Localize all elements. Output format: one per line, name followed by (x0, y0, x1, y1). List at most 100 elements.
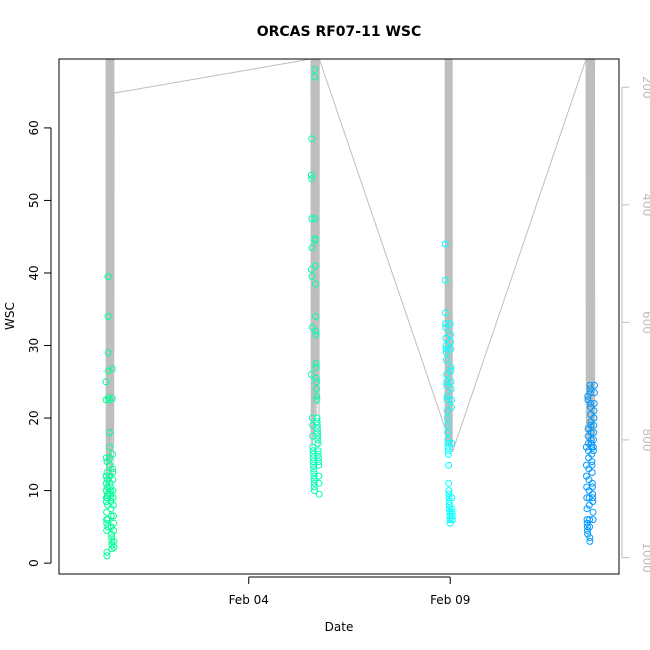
data-point-series-2 (311, 215, 319, 223)
data-point-series-4 (590, 421, 598, 429)
data-point-series-2 (315, 461, 323, 469)
data-point-series-2 (308, 175, 316, 183)
data-point-series-2 (313, 378, 320, 386)
data-point-series-4 (583, 472, 590, 480)
y2-tick-label: 1000 (640, 542, 650, 573)
data-point-series-1 (102, 479, 110, 487)
y2-tick-label: 600 (640, 311, 650, 334)
data-point-series-1 (110, 543, 118, 551)
y-tick-label: 20 (27, 410, 41, 425)
data-point-series-3 (446, 331, 454, 339)
y2-tick-label: 200 (640, 76, 650, 99)
data-point-series-1 (109, 501, 117, 509)
data-point-series-3 (445, 461, 453, 469)
data-point-series-2 (307, 371, 315, 378)
data-point-series-2 (315, 490, 323, 498)
data-point-series-2 (309, 450, 317, 458)
y-tick-label: 50 (27, 193, 41, 208)
data-point-series-4 (589, 516, 597, 524)
data-point-series-1 (109, 469, 117, 476)
data-point-series-4 (586, 385, 594, 393)
data-point-series-4 (587, 429, 595, 437)
data-point-series-2 (315, 479, 323, 487)
data-point-series-1 (102, 498, 110, 505)
data-point-series-2 (315, 458, 323, 466)
data-point-series-1 (108, 541, 116, 549)
data-point-series-4 (588, 483, 596, 491)
data-point-series-4 (586, 534, 594, 542)
data-point-series-3 (447, 345, 455, 353)
data-point-series-4 (586, 537, 594, 545)
data-point-series-3 (446, 320, 454, 328)
chart-title: ORCAS RF07-11 WSC (257, 24, 422, 40)
data-point-series-2 (311, 73, 319, 81)
data-point-series-4 (588, 458, 596, 466)
data-point-series-2 (308, 323, 316, 331)
data-point-series-1 (110, 527, 118, 534)
data-point-series-2 (308, 215, 316, 223)
y-tick-label: 30 (27, 338, 41, 353)
data-point-series-3 (447, 338, 454, 346)
data-point-series-2 (311, 262, 319, 270)
data-point-series-4 (590, 389, 598, 397)
data-point-series-1 (109, 465, 117, 473)
data-point-series-3 (445, 494, 453, 502)
data-point-series-3 (447, 367, 455, 375)
data-point-series-2 (311, 487, 318, 495)
data-point-series-2 (310, 483, 318, 491)
data-point-series-3 (448, 505, 456, 513)
data-point-series-4 (589, 447, 597, 455)
data-point-series-3 (448, 403, 455, 411)
data-point-series-2 (309, 454, 317, 462)
data-point-series-2 (310, 479, 318, 487)
data-point-series-1 (103, 519, 111, 527)
data-point-series-2 (314, 436, 322, 444)
data-point-series-1 (102, 487, 110, 495)
scatter-points-layer (102, 66, 598, 560)
data-point-series-4 (583, 523, 591, 531)
data-point-series-1 (108, 537, 116, 545)
data-point-series-3 (444, 421, 452, 429)
data-point-series-2 (309, 432, 317, 440)
data-point-series-2 (307, 265, 315, 273)
data-point-series-2 (311, 235, 319, 243)
data-point-series-2 (309, 458, 317, 466)
data-point-series-4 (586, 516, 593, 524)
data-point-series-3 (444, 450, 452, 458)
data-point-series-2 (309, 443, 317, 451)
data-point-series-1 (102, 454, 110, 462)
data-point-series-4 (590, 436, 597, 444)
y2-tick-label: 800 (640, 429, 650, 452)
data-point-series-2 (310, 469, 318, 476)
data-point-series-3 (442, 323, 450, 331)
data-point-series-3 (441, 276, 449, 284)
data-point-series-3 (447, 385, 455, 393)
data-point-series-4 (589, 490, 597, 498)
data-point-series-3 (443, 371, 451, 378)
data-point-series-1 (104, 523, 112, 531)
data-point-series-1 (107, 512, 115, 520)
y-tick-label: 60 (27, 120, 41, 135)
data-point-series-1 (109, 494, 117, 502)
data-point-series-2 (312, 374, 320, 382)
data-point-series-2 (314, 432, 322, 440)
data-point-series-4 (587, 421, 595, 429)
data-point-series-3 (442, 334, 450, 342)
data-point-series-4 (588, 450, 596, 458)
data-point-series-2 (312, 327, 320, 335)
data-point-series-2 (307, 171, 315, 179)
data-point-series-1 (107, 523, 115, 531)
data-point-series-1 (104, 313, 112, 320)
data-point-series-2 (313, 396, 321, 404)
data-point-series-2 (313, 385, 321, 393)
data-point-series-4 (586, 523, 594, 531)
data-point-series-3 (447, 396, 455, 404)
data-point-series-1 (109, 476, 117, 484)
data-point-series-2 (314, 450, 322, 458)
data-point-series-2 (310, 461, 317, 469)
data-point-series-2 (313, 421, 321, 429)
data-point-series-3 (448, 512, 456, 520)
data-point-series-3 (444, 447, 452, 455)
data-point-series-2 (314, 439, 322, 447)
data-point-series-4 (586, 381, 594, 389)
